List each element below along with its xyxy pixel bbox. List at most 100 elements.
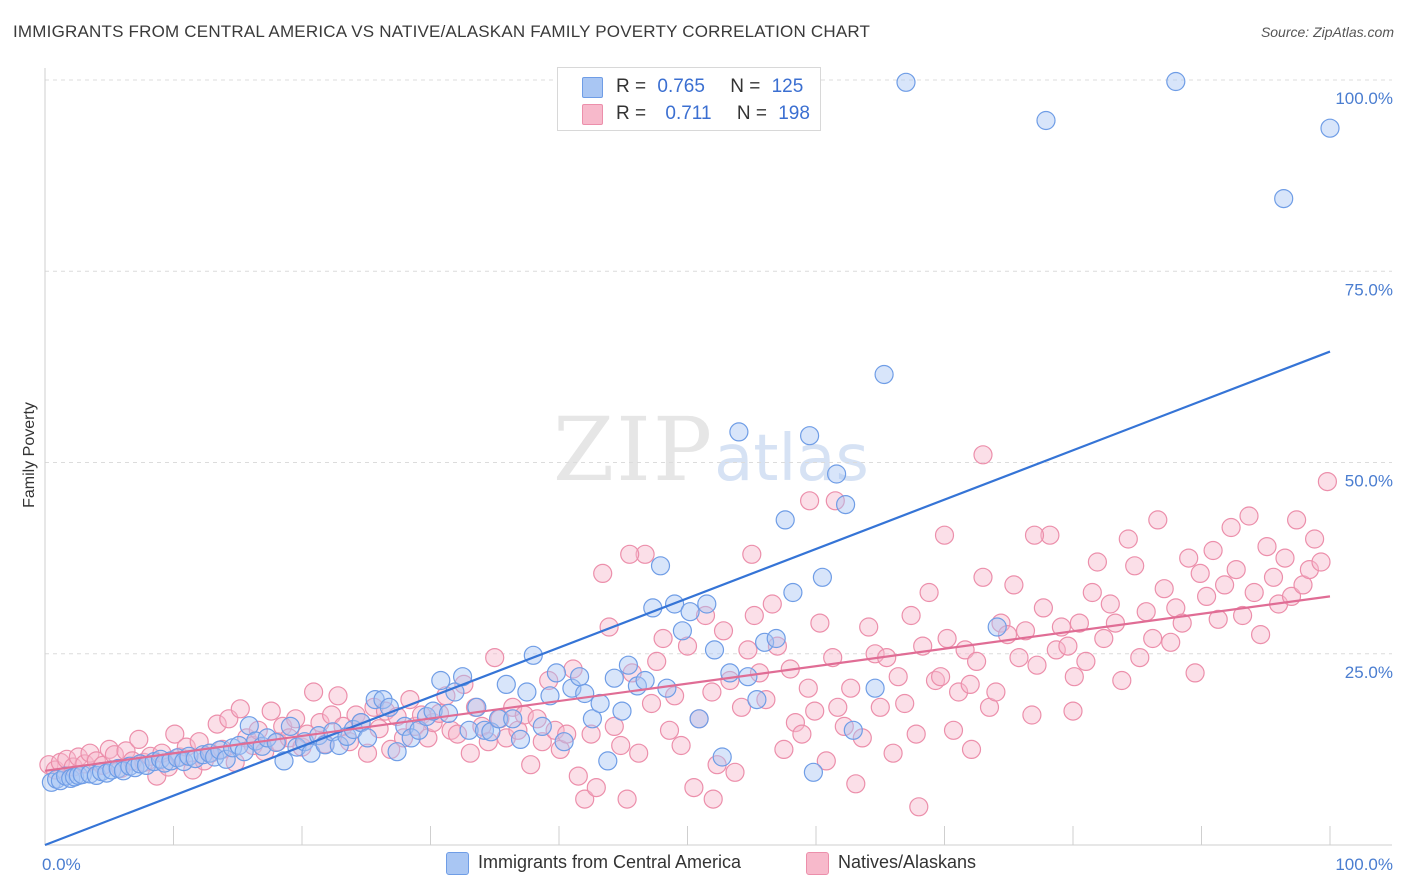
y-tick-label: 100.0%	[1335, 89, 1393, 108]
data-point	[919, 582, 939, 603]
data-point	[280, 716, 300, 737]
data-point	[744, 605, 764, 626]
data-point	[906, 724, 926, 744]
legend-swatch-natives	[582, 104, 603, 125]
data-point	[960, 674, 980, 695]
data-point	[1317, 472, 1338, 492]
data-point	[266, 732, 286, 753]
data-point	[943, 720, 964, 740]
legend-n-value-natives: 198	[778, 103, 810, 124]
data-point	[731, 697, 752, 717]
data-point	[883, 743, 903, 763]
data-point	[1250, 624, 1271, 645]
data-point	[1125, 556, 1145, 576]
data-point	[1069, 613, 1090, 633]
data-point	[539, 670, 559, 691]
data-point	[581, 724, 601, 744]
data-point	[775, 510, 795, 530]
data-point	[641, 693, 662, 714]
data-point	[870, 697, 890, 717]
data-point	[677, 636, 698, 656]
legend-n-value-immigrants: 125	[771, 76, 804, 97]
data-point	[742, 544, 762, 564]
data-point	[1064, 667, 1084, 687]
data-point	[785, 712, 806, 733]
data-point	[1058, 636, 1078, 656]
legend-r-label: R =	[616, 103, 647, 124]
trend-line	[44, 350, 1331, 847]
data-point	[792, 724, 812, 744]
data-point	[987, 617, 1007, 637]
data-point	[865, 678, 885, 698]
data-point	[568, 766, 588, 786]
data-point	[1320, 118, 1340, 138]
data-point	[1274, 189, 1294, 209]
data-point	[612, 701, 632, 721]
data-point	[274, 751, 294, 771]
data-point	[1118, 529, 1138, 549]
data-point	[1244, 582, 1264, 603]
data-point	[301, 743, 321, 763]
data-point	[1203, 540, 1223, 561]
data-point	[1299, 559, 1320, 580]
data-point	[738, 640, 758, 660]
data-point	[762, 594, 782, 614]
data-point	[546, 663, 567, 683]
data-point	[459, 720, 479, 740]
data-point	[934, 525, 955, 545]
watermark: ZIPatlas	[553, 398, 869, 501]
data-point	[1263, 567, 1284, 587]
data-point	[826, 464, 847, 484]
data-point	[1311, 552, 1331, 572]
data-point	[888, 667, 908, 687]
bottom-legend-swatch-natives	[806, 852, 829, 875]
data-point	[664, 686, 685, 706]
data-point	[207, 714, 227, 734]
data-point	[948, 682, 969, 702]
data-point	[672, 621, 693, 641]
data-point	[846, 774, 866, 794]
trend-lines	[44, 350, 1331, 847]
data-point	[1208, 609, 1228, 629]
data-point	[973, 567, 993, 587]
data-point	[540, 686, 560, 706]
data-point	[1232, 605, 1253, 626]
data-point	[1063, 701, 1083, 721]
data-point	[423, 701, 443, 721]
x-tick-label: 100.0%	[1335, 855, 1393, 874]
data-point	[304, 682, 324, 702]
source-note: Source: ZipAtlas.com	[1260, 24, 1394, 40]
data-point	[1009, 647, 1029, 668]
data-point	[720, 670, 740, 691]
data-point	[1015, 621, 1036, 641]
data-point	[532, 732, 552, 752]
data-point	[704, 640, 725, 660]
legend-r-value-natives: 0.711	[665, 103, 712, 124]
legend-n-label: N =	[736, 103, 767, 124]
data-point	[474, 720, 495, 740]
data-point	[859, 617, 879, 637]
data-point	[97, 763, 117, 783]
data-point	[1196, 586, 1217, 607]
data-point	[653, 628, 673, 649]
data-point	[812, 567, 833, 587]
data-point	[1087, 552, 1108, 572]
data-point	[925, 670, 946, 691]
data-point	[901, 605, 921, 626]
data-point	[532, 716, 552, 737]
data-point	[99, 739, 119, 760]
data-point	[569, 667, 590, 687]
watermark-atlas: atlas	[714, 422, 869, 496]
data-point	[357, 728, 378, 748]
watermark-zip: ZIP	[553, 398, 715, 501]
data-point	[604, 668, 624, 688]
data-point	[557, 724, 577, 744]
data-point	[1214, 575, 1235, 595]
data-point	[1239, 506, 1259, 526]
data-point	[1130, 647, 1150, 668]
data-point	[261, 701, 281, 721]
data-point	[966, 651, 987, 672]
data-point	[554, 732, 574, 752]
data-point	[620, 544, 640, 564]
data-point	[1112, 670, 1132, 691]
